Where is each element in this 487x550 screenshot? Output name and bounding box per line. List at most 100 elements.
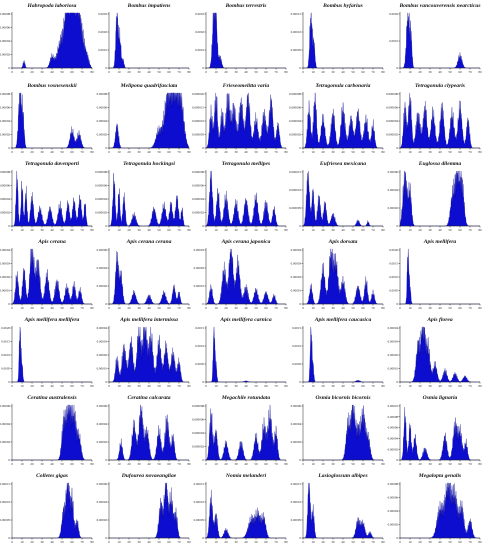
x-tick-label: 0 xyxy=(205,306,207,310)
y-tick-label: 0.000004 xyxy=(386,119,398,123)
y-tick-label: 0.00003 xyxy=(388,340,399,344)
x-tick-label: 0 xyxy=(11,70,13,74)
x-tick-label: 60 xyxy=(458,306,462,310)
x-tick-label: 20 xyxy=(418,228,422,232)
panel-tetragonula-clypearis: Tetragonula clypearis 0.000008 0.000006 0.0… xyxy=(386,83,482,154)
x-tick-label: 60 xyxy=(264,462,268,466)
y-tick-label: 0 xyxy=(8,66,10,70)
x-tick-label: 0 xyxy=(302,150,304,154)
y-tick-label: 0.00004 xyxy=(97,266,108,270)
x-tick-label: 70 xyxy=(371,384,375,388)
y-tick-label: 0.00010 xyxy=(291,30,302,34)
x-tick-label: 50 xyxy=(351,306,355,310)
panel-osmia-lignaria: Osmia lignaria 0.00010 0.00008 0.00006 0.000… xyxy=(388,395,482,466)
panel-colletes-gigas: Colletes gigas 0.00015 0.00010 0.00005 00 10 2… xyxy=(0,473,94,544)
x-tick-label: 70 xyxy=(274,384,278,388)
panel-tetragonula-davenporti: Tetragonula davenporti 0.000008 0.000006 0.… xyxy=(0,161,94,232)
x-tick-label: 80 xyxy=(284,70,288,74)
y-tick-label: 0 xyxy=(396,224,398,228)
x-tick-label: 0 xyxy=(108,70,110,74)
y-tick-label: 0.0005 xyxy=(292,362,301,366)
y-tick-label: 0.0005 xyxy=(389,289,398,293)
x-tick-label: 40 xyxy=(341,306,345,310)
x-tick-label: 50 xyxy=(254,384,258,388)
y-tick-label: 0.00004 xyxy=(388,437,399,441)
y-tick-label: 0.0001 xyxy=(195,48,204,52)
panel-title: Apis cerana cerana xyxy=(126,239,172,245)
x-tick-label: 80 xyxy=(478,228,482,232)
x-tick-label: 20 xyxy=(418,70,422,74)
x-tick-label: 10 xyxy=(117,150,121,154)
panel-megachile-rotundata: Megachile rotundata 0.000008 0.000006 0.000… xyxy=(192,395,288,466)
x-tick-label: 30 xyxy=(331,306,335,310)
x-tick-label: 70 xyxy=(177,384,181,388)
x-tick-label: 40 xyxy=(438,384,442,388)
x-tick-label: 60 xyxy=(70,70,74,74)
panel-title: Tetragonula clypearis xyxy=(415,83,465,89)
x-tick-label: 10 xyxy=(20,70,24,74)
x-tick-label: 50 xyxy=(60,384,64,388)
panel-title: Osmia bicornis bicornis xyxy=(315,395,370,401)
x-tick-label: 0 xyxy=(399,150,401,154)
panel-title: Nomia melanderi xyxy=(225,473,267,479)
x-tick-label: 30 xyxy=(137,306,141,310)
x-tick-label: 30 xyxy=(40,70,44,74)
panel-title: Bombus terrestris xyxy=(225,3,267,9)
x-tick-label: 70 xyxy=(80,540,84,544)
x-tick-label: 60 xyxy=(70,540,74,544)
x-tick-label: 50 xyxy=(254,306,258,310)
x-tick-label: 0 xyxy=(108,462,110,466)
x-tick-label: 30 xyxy=(137,384,141,388)
x-tick-label: 10 xyxy=(117,384,121,388)
x-tick-label: 20 xyxy=(30,150,34,154)
y-tick-label: 0.00005 xyxy=(0,518,10,522)
panel-tetragonula-carbonaria: Tetragonula carbonaria 0.000008 0.000006 0.… xyxy=(289,83,385,154)
x-tick-label: 70 xyxy=(274,540,278,544)
y-tick-label: 0.000006 xyxy=(95,184,107,188)
density-area xyxy=(109,404,189,461)
x-tick-label: 20 xyxy=(418,306,422,310)
y-tick-label: 0.00002 xyxy=(291,275,302,279)
density-area xyxy=(109,251,189,305)
x-tick-label: 80 xyxy=(381,150,385,154)
x-tick-label: 20 xyxy=(321,306,325,310)
y-tick-label: 0.00006 xyxy=(388,170,399,174)
y-tick-label: 0.00008 xyxy=(388,415,399,419)
x-tick-label: 80 xyxy=(187,228,191,232)
x-tick-label: 60 xyxy=(361,462,365,466)
x-tick-label: 0 xyxy=(11,306,13,310)
x-tick-label: 80 xyxy=(381,306,385,310)
x-tick-label: 20 xyxy=(418,462,422,466)
x-tick-label: 60 xyxy=(167,384,171,388)
x-tick-label: 20 xyxy=(127,70,131,74)
x-tick-label: 10 xyxy=(20,228,24,232)
density-area xyxy=(205,404,286,461)
y-tick-label: 0 xyxy=(202,302,204,306)
panel-title: Apis mellifera caucasica xyxy=(314,317,372,323)
y-tick-label: 0.00015 xyxy=(194,482,205,486)
x-tick-label: 0 xyxy=(302,228,304,232)
x-tick-label: 30 xyxy=(331,540,335,544)
y-tick-label: 0.00002 xyxy=(0,275,10,279)
x-tick-label: 10 xyxy=(311,150,315,154)
y-tick-label: 0.0020 xyxy=(1,326,10,330)
x-tick-label: 60 xyxy=(167,540,171,544)
panel-title: Apis mellifera xyxy=(423,239,457,245)
y-tick-label: 0.00010 xyxy=(388,404,399,408)
panel-title: Dufourea novaeangliae xyxy=(121,473,177,479)
panel-title: Megachile rotundata xyxy=(221,395,271,401)
x-tick-label: 60 xyxy=(361,150,365,154)
y-tick-label: 0.000002 xyxy=(0,211,10,215)
x-tick-label: 10 xyxy=(408,384,412,388)
x-tick-label: 30 xyxy=(331,70,335,74)
x-tick-label: 80 xyxy=(187,306,191,310)
x-tick-label: 50 xyxy=(448,384,452,388)
x-tick-label: 30 xyxy=(428,306,432,310)
y-tick-label: 0.000015 xyxy=(289,170,301,174)
x-tick-label: 30 xyxy=(40,150,44,154)
y-tick-label: 0.000008 xyxy=(192,404,204,408)
panel-title: Apis florea xyxy=(426,317,453,323)
x-tick-label: 70 xyxy=(468,70,472,74)
density-area xyxy=(400,326,480,383)
y-tick-label: 0.00006 xyxy=(97,106,108,110)
